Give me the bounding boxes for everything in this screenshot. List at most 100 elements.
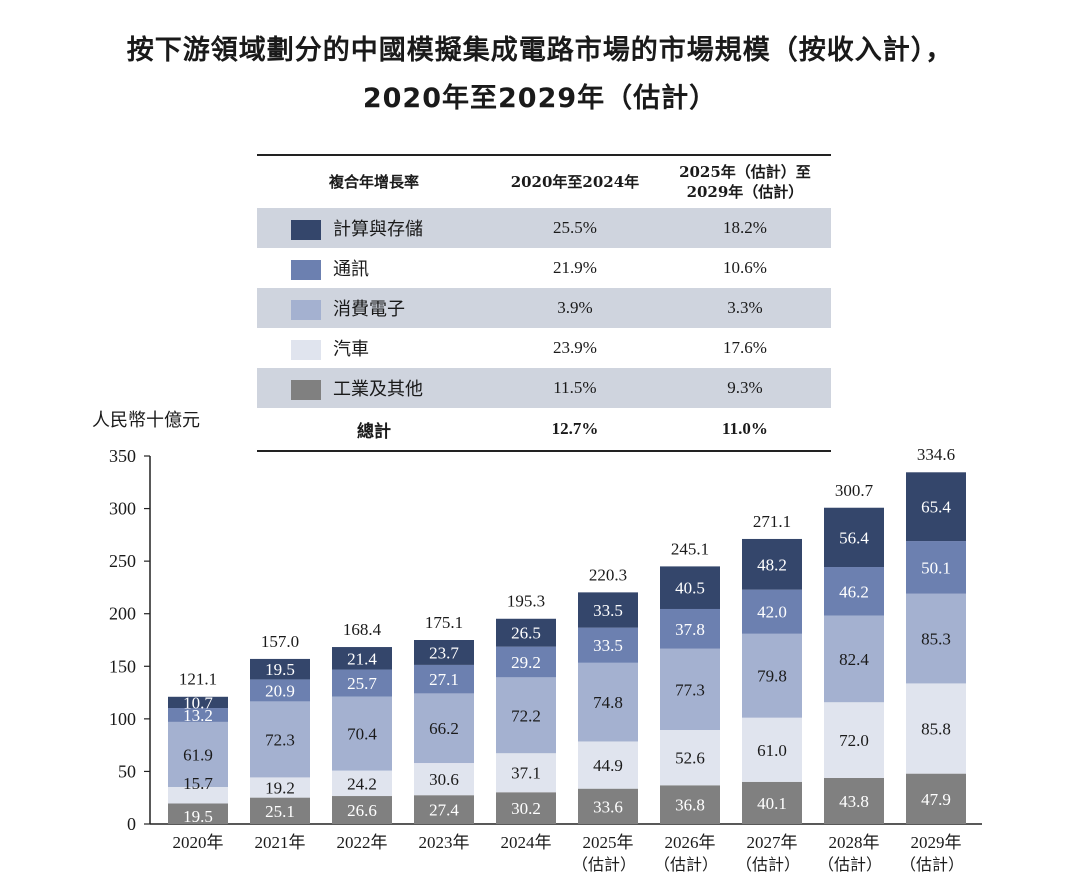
data-label: 19.5 <box>183 807 213 826</box>
data-label: 37.8 <box>675 620 705 639</box>
bar-segment <box>906 472 966 542</box>
bar-segment <box>824 702 884 778</box>
cagr-row-communication: 通訊 21.9% 10.6% <box>257 248 831 288</box>
total-label: 334.6 <box>917 445 955 464</box>
cagr-total-2020-2024: 12.7% <box>491 408 659 452</box>
bar-segment <box>250 658 310 680</box>
bar-segment <box>578 741 638 789</box>
bar-segment <box>742 538 802 590</box>
total-label: 168.4 <box>343 620 382 639</box>
data-label: 33.6 <box>593 797 623 816</box>
data-label: 85.8 <box>921 720 951 739</box>
x-tick-label: 2027年 <box>747 833 798 852</box>
data-label: 25.1 <box>265 802 295 821</box>
bar-segment <box>824 567 884 616</box>
legend-swatch-industrial <box>291 380 321 400</box>
data-label: 26.5 <box>511 624 541 643</box>
cagr-value-2025-2029: 17.6% <box>722 338 767 357</box>
data-label: 37.1 <box>511 764 541 783</box>
cagr-row-label: 工業及其他 <box>257 368 491 408</box>
bar-segment <box>742 717 802 782</box>
data-label: 30.2 <box>511 799 541 818</box>
data-label: 30.6 <box>429 770 459 789</box>
data-label: 40.5 <box>675 579 705 598</box>
bar-segment <box>824 507 884 568</box>
bar-segment <box>906 683 966 774</box>
data-label: 15.7 <box>183 774 213 793</box>
x-tick-label: 2020年 <box>173 833 224 852</box>
x-tick-label: 2021年 <box>255 833 306 852</box>
bar-segment <box>578 662 638 742</box>
data-label: 33.5 <box>593 601 623 620</box>
y-tick-label: 150 <box>109 656 136 676</box>
bar-segment <box>168 696 228 709</box>
cagr-total-label: 總計 <box>257 408 491 452</box>
bar-segment <box>660 566 720 609</box>
x-tick-label-sub: （估計） <box>654 856 718 874</box>
bar-segment <box>824 777 884 824</box>
total-label: 157.0 <box>261 632 299 651</box>
bar-segment <box>906 773 966 824</box>
legend-swatch-computing <box>291 220 321 240</box>
cagr-value-2025-2029: 3.3% <box>658 288 831 328</box>
bar-segment <box>578 788 638 824</box>
cagr-header-category: 複合年增長率 <box>257 154 491 208</box>
cagr-header-period2: 2025年（估計）至 2029年（估計） <box>658 154 831 208</box>
chart-labels: 19.5 15.7 61.9 13.210.7 121.1 2020年 25.1 19.2 72… <box>173 445 965 874</box>
bar-segment <box>496 753 556 793</box>
x-tick-label: 2022年 <box>337 833 388 852</box>
cagr-row-label: 消費電子 <box>257 288 491 328</box>
x-tick-label: 2026年 <box>665 833 716 852</box>
legend-swatch-consumer <box>291 300 321 320</box>
data-label: 27.4 <box>429 801 459 820</box>
data-label: 47.9 <box>921 790 951 809</box>
bar-segment <box>414 664 474 694</box>
bar-segment <box>824 615 884 703</box>
bar-segment <box>414 640 474 665</box>
x-tick-label: 2025年 <box>583 833 634 852</box>
data-label: 26.6 <box>347 801 377 820</box>
bar-segment <box>414 693 474 764</box>
data-label: 46.2 <box>839 582 869 601</box>
y-tick-label: 200 <box>109 604 136 624</box>
cagr-row-computing: 計算與存儲 25.5% 18.2% <box>257 208 831 248</box>
x-tick-label-sub: （估計） <box>736 856 800 874</box>
x-tick-label: 2029年 <box>911 833 962 852</box>
cagr-row-consumer: 消費電子 3.9% 3.3% <box>257 288 831 328</box>
cagr-row-total: 總計 12.7% 11.0% <box>257 408 831 452</box>
y-tick-label: 0 <box>127 814 136 834</box>
data-label: 61.0 <box>757 741 787 760</box>
bar-segment <box>168 708 228 722</box>
bar-segment <box>496 618 556 647</box>
data-label: 56.4 <box>839 528 869 547</box>
data-label: 72.2 <box>511 706 541 725</box>
x-tick-label-sub: （估計） <box>572 856 636 874</box>
cagr-table: 複合年增長率 2020年至2024年 2025年（估計）至 2029年（估計） … <box>257 154 831 452</box>
data-label: 70.4 <box>347 725 377 744</box>
bar-segment <box>906 593 966 684</box>
data-label: 23.7 <box>429 643 459 662</box>
bar-segment <box>660 648 720 731</box>
bar-segment <box>332 647 392 670</box>
bar-segment <box>414 795 474 824</box>
bar-segment <box>332 796 392 824</box>
cagr-header-period2-line2: 2029年（估計） <box>686 183 804 201</box>
data-label: 19.2 <box>265 779 295 798</box>
bar-segment <box>332 696 392 771</box>
bar-segment <box>168 786 228 804</box>
data-label: 40.1 <box>757 794 787 813</box>
total-label: 220.3 <box>589 565 627 584</box>
data-label: 85.3 <box>921 630 951 649</box>
legend-label-communication: 通訊 <box>333 259 369 280</box>
legend-swatch-communication <box>291 260 321 280</box>
y-tick-label: 250 <box>109 551 136 571</box>
bar-segment <box>168 803 228 824</box>
data-label: 77.3 <box>675 680 705 699</box>
chart-bars <box>168 472 966 824</box>
legend-swatch-automotive <box>291 340 321 360</box>
bar-segment <box>496 646 556 678</box>
data-label: 65.4 <box>921 498 951 517</box>
data-label: 79.8 <box>757 667 787 686</box>
y-tick-label: 100 <box>109 709 136 729</box>
